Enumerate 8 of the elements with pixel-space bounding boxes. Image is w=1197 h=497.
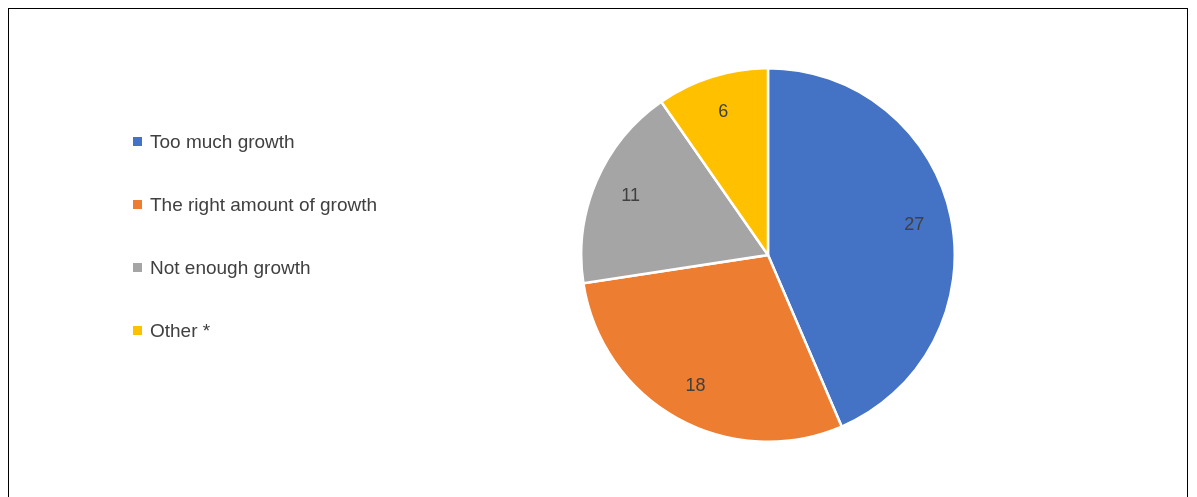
data-label: 27 [904, 213, 925, 234]
legend-label: Not enough growth [150, 256, 311, 279]
legend-label: Too much growth [150, 130, 295, 153]
data-label: 18 [685, 374, 706, 395]
legend-label: Other * [150, 319, 211, 342]
data-label: 6 [718, 101, 729, 122]
legend-label: The right amount of growth [150, 193, 378, 216]
data-label: 11 [621, 185, 641, 206]
